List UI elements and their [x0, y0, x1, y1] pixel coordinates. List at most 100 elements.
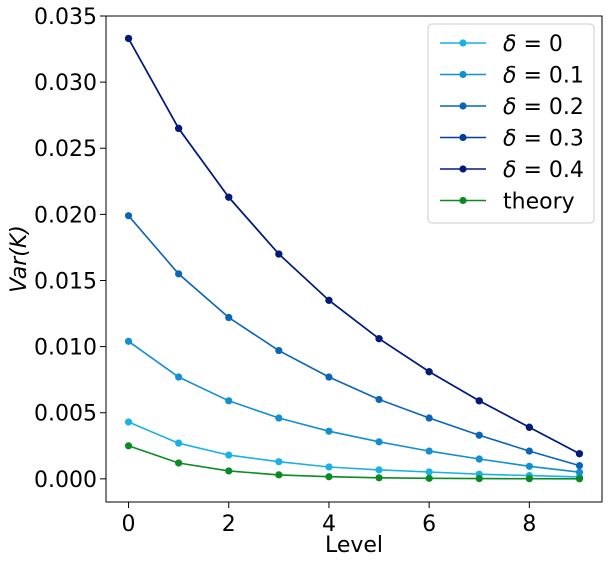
- data-point: [275, 414, 283, 422]
- data-point: [475, 431, 483, 439]
- y-tick-label: 0.015: [34, 269, 97, 294]
- data-point: [425, 368, 433, 376]
- data-point: [325, 427, 333, 435]
- legend-label: δ = 0.1: [503, 64, 584, 89]
- series-line: [127, 38, 580, 455]
- data-point: [175, 439, 183, 447]
- y-tick-label: 0.030: [34, 71, 97, 96]
- legend-item: δ = 0.4: [440, 158, 584, 183]
- series-layer: [124, 34, 584, 483]
- data-point: [525, 447, 533, 455]
- series-line: [128, 421, 580, 478]
- legend-label-symbol: δ: [503, 32, 516, 57]
- data-point: [275, 346, 283, 355]
- data-point: [175, 373, 183, 381]
- x-tick-label: 8: [522, 512, 536, 537]
- legend-item: δ = 0.2: [440, 95, 584, 120]
- data-point: [575, 450, 584, 458]
- y-tick-label: 0.035: [34, 5, 97, 30]
- data-point: [475, 397, 483, 405]
- data-point: [375, 466, 383, 474]
- data-point: [525, 423, 533, 431]
- series-2: [124, 212, 584, 470]
- data-point: [425, 414, 433, 422]
- legend-label-text: = 0.3: [516, 127, 583, 152]
- data-point: [375, 395, 383, 404]
- data-point: [175, 459, 183, 467]
- data-point: [124, 442, 133, 450]
- y-tick-label: 0.020: [34, 203, 97, 228]
- legend-swatch-marker: [459, 39, 467, 47]
- data-point: [325, 473, 333, 481]
- data-point: [275, 250, 283, 258]
- legend-label-text: = 0: [516, 32, 562, 57]
- data-point: [175, 124, 183, 133]
- data-point: [575, 462, 584, 470]
- legend-item: δ = 0.3: [440, 127, 584, 152]
- data-point: [225, 397, 233, 405]
- x-tick-label: 0: [122, 512, 136, 537]
- data-point: [525, 475, 533, 483]
- plot-frame: [105, 15, 603, 503]
- x-axis-label: Level: [325, 533, 383, 558]
- data-point: [375, 438, 383, 446]
- series-line: [128, 340, 580, 473]
- data-point: [575, 475, 584, 483]
- y-tick-label: 0.005: [34, 402, 97, 427]
- legend-label-text: = 0.1: [516, 64, 583, 89]
- legend-label-symbol: δ: [503, 158, 516, 183]
- legend-label: δ = 0.3: [503, 127, 584, 152]
- legend-item: δ = 0: [440, 32, 563, 57]
- x-tick-label: 6: [422, 512, 436, 537]
- data-point: [124, 418, 133, 426]
- data-point: [325, 296, 333, 304]
- data-point: [325, 463, 333, 471]
- legend-item: theory: [440, 190, 575, 215]
- data-point: [275, 458, 283, 466]
- y-tick-label: 0.010: [34, 336, 97, 361]
- data-point: [275, 471, 283, 479]
- series-4: [124, 34, 584, 458]
- data-point: [175, 270, 183, 278]
- series-5: [124, 442, 584, 483]
- data-point: [124, 34, 133, 43]
- legend-label-symbol: δ: [503, 64, 516, 89]
- legend-label-symbol: δ: [503, 127, 516, 152]
- series-line: [128, 445, 580, 480]
- data-point: [425, 447, 433, 455]
- legend-label-text: = 0.4: [516, 158, 583, 183]
- legend-item: δ = 0.1: [440, 64, 584, 89]
- data-point: [225, 451, 233, 459]
- legend-label-symbol: δ: [503, 95, 516, 120]
- data-point: [475, 455, 483, 463]
- legend-label: δ = 0.4: [503, 158, 584, 183]
- y-axis-label: Var(K): [7, 225, 32, 293]
- axes-layer: 0 2 4 6 8 0.000 0.005 0.010 0.015 0.020 0.025 0.030…: [34, 5, 536, 537]
- legend-swatch-marker: [459, 196, 467, 205]
- x-tick-label: 4: [322, 512, 336, 537]
- legend-swatch-marker: [459, 133, 467, 142]
- data-point: [425, 474, 433, 482]
- legend-swatch-marker: [459, 70, 467, 79]
- data-point: [325, 373, 333, 381]
- series-1: [124, 337, 584, 476]
- legend-label-text: theory: [503, 190, 575, 215]
- data-point: [124, 337, 133, 345]
- data-point: [225, 193, 233, 201]
- y-tick-label: 0.025: [34, 137, 97, 162]
- legend-label: δ = 0: [503, 32, 563, 57]
- data-point: [425, 468, 433, 476]
- x-tick-label: 2: [222, 512, 236, 537]
- data-point: [575, 468, 584, 476]
- data-point: [225, 467, 233, 475]
- data-point: [375, 474, 383, 482]
- data-point: [475, 474, 483, 483]
- legend-label: theory: [503, 190, 575, 215]
- y-tick-label: 0.000: [34, 468, 97, 493]
- legend-swatch-marker: [459, 165, 467, 173]
- data-point: [225, 313, 233, 322]
- series-line: [127, 215, 580, 467]
- data-point: [525, 462, 533, 470]
